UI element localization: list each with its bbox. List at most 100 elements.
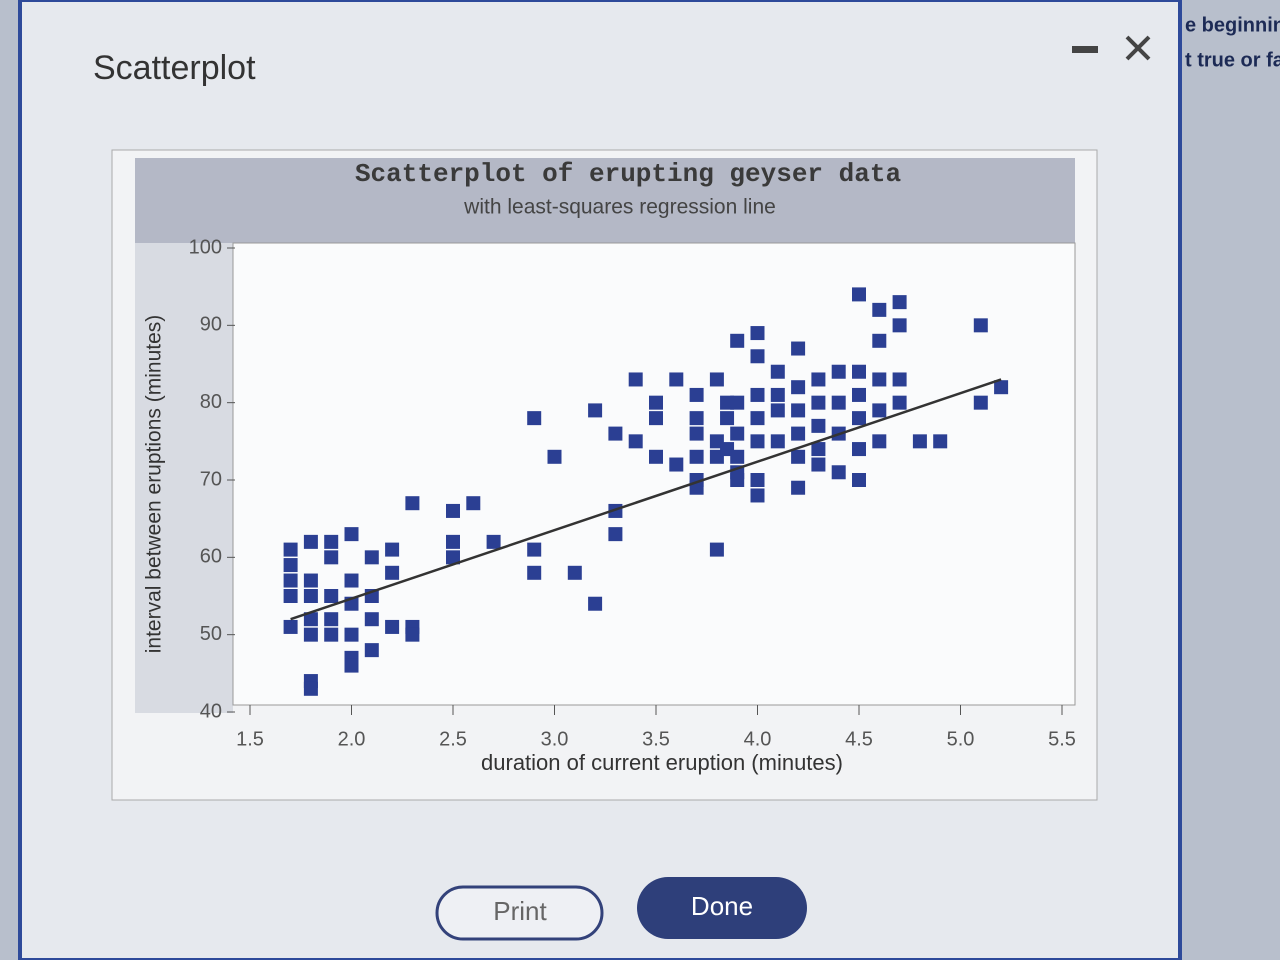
- regression-line: [290, 378, 1002, 621]
- point: [446, 550, 460, 565]
- point: [750, 473, 765, 487]
- x-axis-label: duration of current eruption (minutes): [481, 750, 843, 775]
- point: [303, 573, 318, 588]
- plot-area: [232, 242, 1076, 706]
- print-button[interactable]: [435, 885, 604, 941]
- dialog-title: Scatterplot: [93, 49, 256, 87]
- point: [791, 449, 806, 464]
- chart-subtitle: with least-squares regression line: [463, 196, 776, 219]
- point: [750, 488, 765, 503]
- point: [527, 542, 542, 557]
- background-text: e beginnin: [1185, 14, 1280, 36]
- point: [364, 550, 379, 565]
- point: [912, 434, 927, 449]
- point: [283, 558, 298, 573]
- point: [364, 643, 379, 658]
- point: [446, 534, 460, 549]
- point: [303, 627, 318, 642]
- point: [770, 387, 785, 402]
- y-tick-label: 40: [200, 700, 222, 722]
- point: [770, 434, 785, 449]
- point: [994, 380, 1009, 395]
- point: [385, 619, 400, 634]
- point: [324, 534, 339, 549]
- point: [811, 372, 826, 387]
- point: [933, 434, 948, 449]
- done-button[interactable]: [637, 877, 807, 939]
- point: [628, 372, 643, 387]
- point: [486, 534, 501, 549]
- point: [720, 411, 735, 426]
- point: [628, 434, 643, 449]
- point: [344, 627, 359, 642]
- point: [608, 426, 623, 441]
- point: [730, 395, 745, 410]
- point: [811, 395, 826, 410]
- point: [872, 434, 887, 449]
- point: [303, 612, 318, 627]
- y-axis-panel: [135, 243, 233, 713]
- point: [872, 302, 887, 317]
- point: [892, 372, 907, 387]
- print-button-label[interactable]: Print: [493, 896, 547, 926]
- point: [303, 534, 318, 549]
- point: [852, 442, 866, 457]
- x-tick-label: 5.5: [1048, 728, 1076, 750]
- x-tick-label: 3.0: [541, 728, 569, 750]
- point: [892, 295, 907, 310]
- x-tick-label: 4.0: [744, 728, 772, 750]
- point: [831, 395, 846, 410]
- point: [405, 496, 420, 511]
- point: [283, 619, 298, 634]
- x-tick-label: 1.5: [236, 728, 264, 750]
- point: [852, 287, 866, 302]
- point: [324, 589, 339, 603]
- point: [892, 318, 907, 333]
- point: [811, 418, 826, 433]
- point: [973, 318, 988, 333]
- point: [750, 349, 765, 364]
- point: [709, 372, 724, 387]
- point: [344, 527, 359, 542]
- point: [750, 387, 765, 402]
- minimize-button[interactable]: [1072, 46, 1098, 53]
- y-tick-label: 60: [200, 546, 222, 568]
- point: [852, 364, 866, 379]
- point: [303, 681, 318, 696]
- close-button[interactable]: [1125, 35, 1151, 61]
- point: [831, 364, 846, 379]
- point: [750, 411, 765, 426]
- done-button-label[interactable]: Done: [691, 891, 753, 921]
- point: [791, 480, 806, 495]
- point: [709, 542, 724, 557]
- y-tick-label: 80: [200, 391, 222, 413]
- x-tick-label: 2.0: [338, 728, 366, 750]
- point: [831, 465, 846, 480]
- chart-title: Scatterplot of erupting geyser data: [355, 159, 901, 189]
- x-tick-label: 3.5: [642, 728, 670, 750]
- x-tick-label: 5.0: [947, 728, 975, 750]
- point: [750, 434, 765, 449]
- point: [730, 449, 745, 464]
- point: [324, 550, 339, 565]
- point: [649, 449, 663, 464]
- point: [750, 326, 765, 341]
- point: [364, 612, 379, 627]
- point: [770, 364, 785, 379]
- x-tick-label: 4.5: [845, 728, 873, 750]
- point: [811, 457, 826, 472]
- point: [730, 473, 745, 487]
- point: [689, 449, 704, 464]
- chart-header: [135, 158, 1075, 243]
- point: [547, 449, 562, 464]
- point: [649, 395, 663, 410]
- point: [872, 372, 887, 387]
- point: [608, 527, 623, 542]
- point: [344, 573, 359, 588]
- point: [689, 387, 704, 402]
- point: [730, 333, 745, 348]
- point: [588, 403, 603, 418]
- point: [872, 333, 887, 348]
